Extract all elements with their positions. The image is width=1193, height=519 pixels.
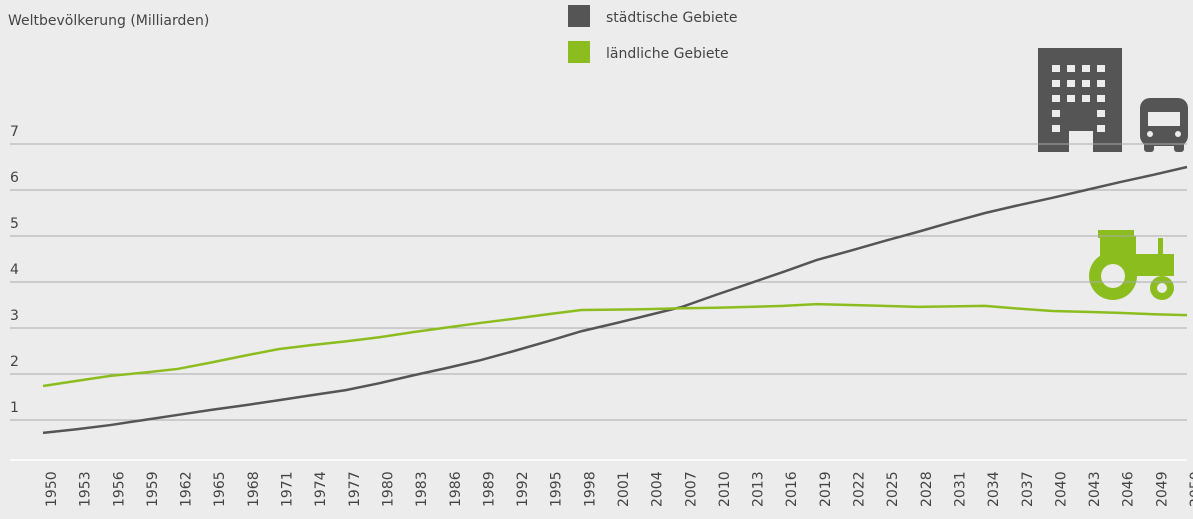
series-line — [42, 302, 1188, 388]
legend-label: städtische Gebiete — [606, 10, 738, 26]
bus-icon — [1140, 98, 1188, 152]
x-tick-label: 1974 — [313, 471, 329, 507]
x-tick-label: 2043 — [1087, 471, 1103, 507]
x-tick-label: 1962 — [179, 471, 195, 507]
x-tick-label: 1983 — [414, 471, 430, 507]
series-line — [42, 165, 1188, 435]
x-tick-label: 1959 — [145, 471, 161, 507]
chart-title: Weltbevölkerung (Milliarden) — [8, 13, 209, 29]
x-tick-label: 2016 — [784, 471, 800, 507]
x-tick-label: 2022 — [852, 471, 868, 507]
x-tick-label: 1986 — [448, 471, 464, 507]
x-tick-label: 2007 — [683, 471, 699, 507]
x-tick-label: 1977 — [347, 471, 363, 507]
x-tick-label: 1956 — [111, 471, 127, 507]
x-tick-label: 2050 — [1188, 471, 1193, 507]
x-tick-label: 2040 — [1053, 471, 1069, 507]
x-tick-label: 1971 — [280, 471, 296, 507]
x-tick-label: 1989 — [481, 471, 497, 507]
x-tick-label: 2049 — [1154, 471, 1170, 507]
x-tick-label: 1995 — [549, 471, 565, 507]
legend-swatch — [568, 41, 590, 63]
y-tick-label: 4 — [10, 262, 19, 278]
x-tick-label: 2001 — [616, 471, 632, 507]
y-tick-label: 3 — [10, 308, 19, 324]
x-tick-label: 2013 — [751, 471, 767, 507]
x-tick-label: 1992 — [515, 471, 531, 507]
x-tick-label: 2037 — [1020, 471, 1036, 507]
x-tick-label: 2034 — [986, 471, 1002, 507]
building-icon — [1038, 48, 1122, 152]
x-tick-label: 1968 — [246, 471, 262, 507]
tractor-icon — [1089, 230, 1174, 300]
x-tick-label: 2019 — [818, 471, 834, 507]
y-tick-label: 2 — [10, 354, 19, 370]
y-tick-label: 6 — [10, 170, 19, 186]
legend-label: ländliche Gebiete — [606, 46, 729, 62]
y-tick-label: 1 — [10, 400, 19, 416]
x-tick-label: 2031 — [952, 471, 968, 507]
x-tick-label: 2046 — [1121, 471, 1137, 507]
y-tick-label: 5 — [10, 216, 19, 232]
x-tick-label: 2028 — [919, 471, 935, 507]
x-tick-label: 2004 — [650, 471, 666, 507]
x-tick-label: 1998 — [582, 471, 598, 507]
x-tick-label: 1980 — [380, 471, 396, 507]
y-tick-label: 7 — [10, 124, 19, 140]
x-tick-label: 1953 — [78, 471, 94, 507]
x-tick-label: 1965 — [212, 471, 228, 507]
x-tick-label: 2025 — [885, 471, 901, 507]
legend-swatch — [568, 5, 590, 27]
x-tick-label: 1950 — [44, 471, 60, 507]
x-tick-label: 2010 — [717, 471, 733, 507]
